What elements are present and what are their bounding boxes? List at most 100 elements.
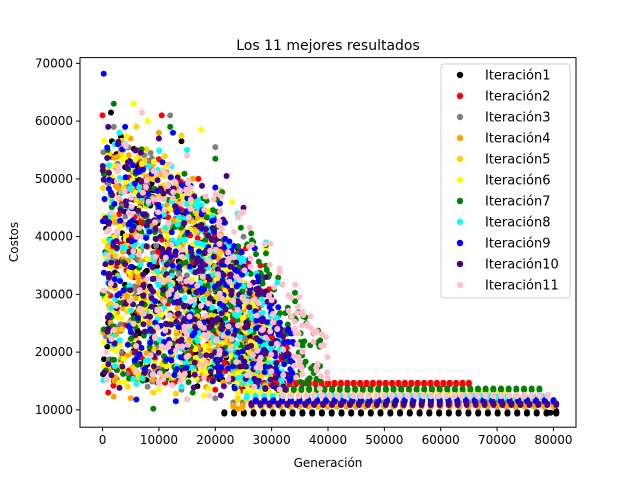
data-point (257, 363, 264, 370)
data-point (263, 250, 269, 257)
data-point (167, 112, 174, 119)
data-point (289, 410, 296, 417)
data-point (133, 396, 140, 403)
data-point (114, 228, 121, 235)
data-point (104, 144, 111, 151)
data-point (107, 280, 114, 287)
data-point (481, 402, 488, 408)
data-point (490, 402, 497, 408)
data-point (153, 324, 160, 331)
data-point (230, 298, 237, 304)
data-point (490, 393, 497, 400)
data-point (225, 249, 232, 256)
data-point (219, 321, 226, 328)
data-point (285, 339, 292, 346)
data-point (215, 280, 222, 287)
data-point (102, 261, 109, 268)
data-point (104, 244, 111, 251)
legend-item: Iteración9 (456, 237, 550, 252)
data-point (240, 256, 247, 263)
data-point (294, 303, 301, 310)
data-point (367, 410, 374, 417)
data-points (99, 70, 560, 417)
data-point (161, 206, 168, 213)
data-point (257, 402, 264, 408)
data-point (143, 177, 150, 184)
data-point (110, 100, 117, 107)
data-point (168, 229, 175, 236)
data-point (350, 393, 356, 400)
data-point (152, 253, 159, 260)
data-point (201, 286, 208, 293)
data-point (127, 264, 134, 270)
data-point (382, 387, 389, 393)
data-point (303, 380, 310, 387)
data-point (174, 221, 181, 228)
data-point (206, 392, 213, 399)
legend-label: Iteración8 (485, 216, 550, 231)
data-point (101, 356, 107, 363)
data-point (359, 387, 366, 393)
data-point (127, 273, 134, 280)
data-point (117, 278, 124, 284)
data-point (197, 363, 204, 370)
data-point (181, 236, 188, 243)
data-point (395, 381, 402, 388)
data-point (178, 373, 185, 380)
data-point (484, 410, 491, 417)
data-point (121, 188, 128, 195)
data-point (373, 402, 380, 408)
data-point (299, 347, 306, 354)
data-point (216, 218, 223, 225)
data-point (279, 393, 286, 400)
legend-label: Iteración4 (485, 132, 550, 147)
data-point (108, 248, 115, 255)
y-axis-label: Costos (7, 222, 21, 262)
data-point (536, 387, 543, 393)
data-point (209, 378, 216, 385)
data-point (181, 294, 188, 301)
data-point (261, 369, 268, 376)
data-point (445, 410, 452, 417)
data-point (146, 319, 152, 325)
data-point (110, 123, 117, 130)
data-point (326, 393, 333, 400)
y-tick-label: 70000 (35, 56, 73, 70)
data-point (131, 349, 138, 356)
legend-item: Iteración7 (456, 195, 550, 210)
data-point (106, 271, 113, 278)
data-point (158, 112, 165, 119)
data-point (153, 170, 160, 177)
data-point (112, 252, 119, 259)
data-point (398, 387, 405, 393)
data-point (217, 200, 223, 207)
data-point (115, 194, 122, 201)
data-point (177, 275, 184, 282)
data-point (216, 290, 223, 297)
data-point (229, 363, 236, 370)
data-point (169, 382, 176, 389)
data-point (314, 362, 321, 368)
data-point (240, 283, 247, 289)
data-point (521, 393, 528, 400)
legend-marker (456, 239, 464, 247)
data-point (336, 387, 343, 393)
data-point (152, 319, 159, 326)
data-point (255, 258, 262, 265)
data-point (187, 184, 194, 191)
y-tick-label: 40000 (35, 230, 73, 244)
data-point (292, 329, 299, 336)
data-point (140, 310, 147, 317)
data-point (117, 342, 124, 348)
data-point (199, 268, 206, 274)
data-point (347, 402, 353, 408)
data-point (420, 393, 427, 400)
data-point (111, 276, 118, 283)
data-point (235, 322, 241, 329)
data-point (498, 393, 505, 400)
data-point (266, 402, 273, 408)
data-point (160, 190, 167, 197)
data-point (225, 365, 232, 372)
data-point (268, 340, 275, 347)
data-point (116, 379, 123, 386)
